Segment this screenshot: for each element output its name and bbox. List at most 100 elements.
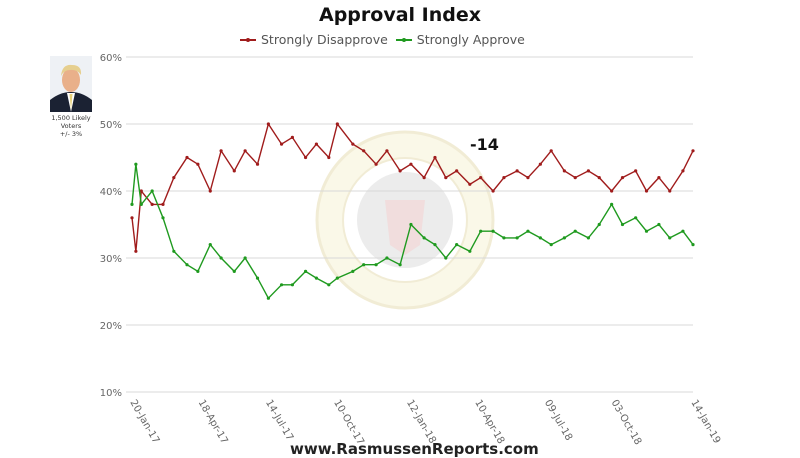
data-point <box>219 149 223 153</box>
data-point <box>266 122 270 126</box>
data-point <box>374 263 378 267</box>
data-point <box>422 176 426 180</box>
data-point <box>172 176 176 180</box>
series-line-disapprove <box>131 122 694 252</box>
data-point <box>491 189 495 193</box>
data-point <box>444 176 448 180</box>
data-point <box>538 236 542 240</box>
data-point <box>385 149 389 153</box>
data-point <box>243 149 247 153</box>
data-point <box>526 176 530 180</box>
data-point <box>586 236 590 240</box>
y-tick-label: 10% <box>100 388 122 399</box>
data-point <box>657 222 661 227</box>
legend-marker-icon <box>395 37 412 42</box>
data-point <box>668 236 672 240</box>
data-point <box>327 155 331 160</box>
data-point <box>335 276 339 280</box>
presidential-seal-watermark <box>315 130 495 310</box>
data-point <box>515 236 519 240</box>
data-point <box>681 169 685 173</box>
data-point <box>491 229 495 233</box>
data-point <box>335 122 339 126</box>
data-point <box>634 216 638 220</box>
data-point <box>134 249 138 253</box>
data-point <box>562 169 566 173</box>
data-point <box>422 236 426 240</box>
caption-line: 1,500 Likely <box>51 114 91 122</box>
data-point <box>610 189 614 193</box>
data-point <box>172 249 176 253</box>
data-point <box>444 256 448 260</box>
legend-item-approve[interactable]: Strongly Approve <box>395 32 525 47</box>
data-point <box>279 283 284 287</box>
data-point <box>573 176 577 180</box>
data-point <box>502 176 506 180</box>
data-point <box>161 216 165 220</box>
data-point <box>139 189 143 193</box>
data-point <box>185 263 189 267</box>
data-point <box>303 155 308 160</box>
data-point <box>468 249 472 253</box>
data-point <box>374 162 378 166</box>
y-tick-label: 60% <box>100 53 122 64</box>
data-point <box>134 162 138 166</box>
legend-item-disapprove[interactable]: Strongly Disapprove <box>240 32 388 47</box>
y-tick-label: 30% <box>100 254 122 265</box>
data-point <box>351 142 355 146</box>
data-point <box>219 256 223 260</box>
data-point <box>279 142 284 146</box>
x-tick-label: 10-Apr-18 <box>472 398 506 446</box>
data-point <box>634 169 638 173</box>
legend-label: Strongly Disapprove <box>261 32 388 47</box>
data-point <box>255 276 260 280</box>
data-point <box>398 169 402 173</box>
legend-marker-icon <box>240 37 256 42</box>
data-point <box>290 135 294 139</box>
data-point <box>620 222 625 227</box>
data-point <box>691 149 695 153</box>
photo-caption: 1,500 Likely Voters +/- 3% <box>44 114 98 138</box>
data-point <box>549 243 553 247</box>
data-point <box>290 283 294 287</box>
caption-line: Voters <box>60 122 82 130</box>
data-point <box>314 142 319 146</box>
data-point <box>385 256 389 260</box>
data-point <box>681 229 685 233</box>
data-point <box>139 202 143 206</box>
data-point <box>409 162 413 166</box>
data-point <box>255 162 260 166</box>
data-point <box>185 155 189 160</box>
data-point <box>644 229 649 233</box>
data-point <box>208 189 212 193</box>
y-tick-label: 40% <box>100 187 122 198</box>
data-point <box>610 202 614 206</box>
data-point <box>130 216 134 220</box>
data-point <box>691 243 695 247</box>
data-point <box>526 229 530 233</box>
data-point <box>409 222 413 227</box>
data-point <box>549 149 553 153</box>
legend-label: Strongly Approve <box>416 32 525 47</box>
data-point <box>196 162 200 166</box>
data-point <box>586 169 590 173</box>
data-point <box>362 149 366 153</box>
data-point <box>150 202 154 206</box>
data-point <box>433 243 437 247</box>
annotation-label: -14 <box>470 135 499 154</box>
data-point <box>479 176 483 180</box>
data-point <box>597 176 601 180</box>
data-point <box>455 169 459 173</box>
data-point <box>303 269 308 273</box>
chart-title: Approval Index <box>318 4 481 26</box>
x-tick-label: 03-Oct-18 <box>609 398 644 447</box>
footer-url: www.RasmussenReports.com <box>290 440 539 458</box>
data-point <box>644 189 649 193</box>
data-point <box>327 283 331 287</box>
data-point <box>515 169 519 173</box>
x-tick-label: 20-Jan-17 <box>127 398 161 446</box>
y-tick-label: 50% <box>100 120 122 131</box>
caption-line: +/- 3% <box>59 130 83 138</box>
data-point <box>657 176 661 180</box>
